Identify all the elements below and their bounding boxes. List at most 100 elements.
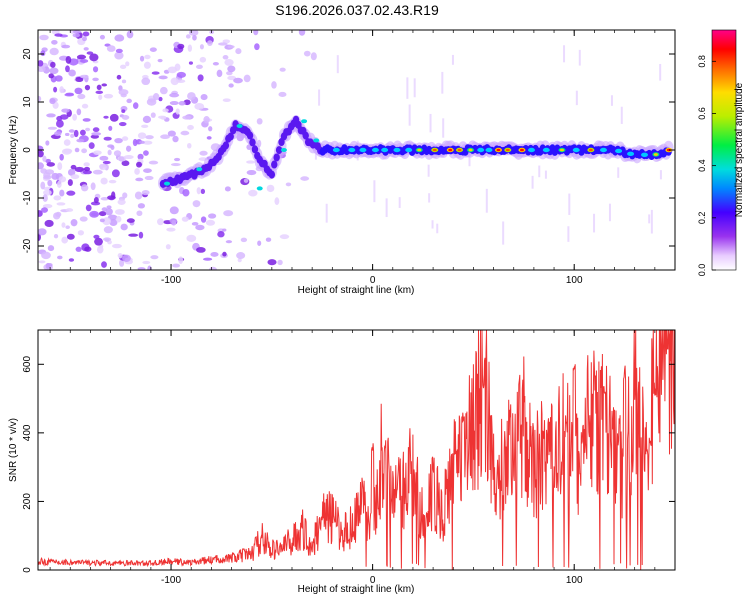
spectrogram-noise-blob <box>121 79 127 84</box>
spectrogram-x-tick-label: -100 <box>161 275 181 286</box>
spectrogram-noise-blob <box>158 96 163 102</box>
spectrogram-noise-blob <box>70 219 78 227</box>
spectrogram-streak <box>620 106 623 124</box>
spectrogram-noise-blob <box>80 59 89 63</box>
spectrogram-noise-blob <box>79 216 88 222</box>
spectrogram-noise-blob <box>56 119 64 128</box>
spectrogram-streak <box>336 55 339 74</box>
spectrogram-ridge-hotspot <box>236 124 243 128</box>
spectrogram-x-ticks: -100 0 100 <box>49 30 676 286</box>
spectrogram-noise-blob <box>99 218 105 223</box>
spectrogram-noise-blob <box>45 158 51 164</box>
spectrogram-ridge-hotspot-peak <box>457 148 462 152</box>
spectrogram-noise-blob <box>144 175 154 181</box>
spectrogram-noise-blob <box>40 181 46 190</box>
snr-y-label: SNR (10 * v/v) <box>8 418 19 482</box>
spectrogram-noise-blob <box>91 132 102 136</box>
spectrogram-noise-blob <box>59 153 64 161</box>
spectrogram-noise-blob <box>109 113 119 122</box>
spectrogram-ridge-core <box>249 138 256 147</box>
spectrogram-noise-blob <box>59 86 64 94</box>
spectrogram-noise-blob <box>76 54 87 60</box>
spectrogram-noise-blob <box>114 51 124 60</box>
spectrogram-streak <box>544 170 547 179</box>
spectrogram-noise-blob <box>68 69 76 77</box>
spectrogram-noise-blob <box>180 130 190 136</box>
spectrogram-noise-blob <box>162 108 169 113</box>
spectrogram-noise-blob <box>63 139 71 146</box>
spectrogram-noise-blob <box>192 34 197 41</box>
spectrogram-noise-blob <box>119 64 127 69</box>
spectrogram-noise-blob <box>123 155 134 160</box>
spectrogram-noise-blob <box>45 140 50 146</box>
spectrogram-y-tick-label: -20 <box>22 238 33 253</box>
spectrogram-ridge-hotspot <box>381 147 389 153</box>
spectrogram-noise-blob <box>274 197 280 206</box>
spectrogram-ridge-hotspot <box>393 147 401 153</box>
snr-plot-area <box>38 330 675 570</box>
spectrogram-noise-blob <box>56 202 66 206</box>
spectrogram-noise-blob <box>243 74 251 83</box>
spectrogram-noise-blob <box>84 246 92 252</box>
spectrogram-noise-blob <box>61 108 70 113</box>
spectrogram-noise-blob <box>136 210 143 217</box>
spectrogram-noise-blob <box>125 61 130 67</box>
spectrogram-noise-blob <box>227 75 237 81</box>
spectrogram-noise-blob <box>98 94 103 100</box>
spectrogram-x-label: Height of straight line (km) <box>298 285 415 296</box>
spectrogram-ridge-hotspot <box>196 167 203 172</box>
spectrogram-streak <box>431 220 434 229</box>
spectrogram-noise-blob <box>92 169 103 175</box>
spectrogram-noise-blob <box>82 170 92 175</box>
spectrogram-noise-blob <box>222 98 231 102</box>
spectrogram-noise-blob <box>169 92 180 98</box>
spectrogram-streak <box>436 223 439 234</box>
spectrogram-noise-blob <box>93 196 99 204</box>
spectrogram-ridge-hotspot <box>527 147 535 153</box>
spectrogram-ridge-hotspot <box>405 147 413 153</box>
spectrogram-noise-blob <box>108 125 113 131</box>
spectrogram-noise-blob <box>83 166 91 172</box>
spectrogram-noise-blob <box>216 69 223 78</box>
spectrogram-noise-blob <box>42 194 48 202</box>
spectrogram-y-label: Frequency (Hz) <box>8 116 19 185</box>
spectrogram-noise-blob <box>68 258 75 262</box>
spectrogram-noise-blob <box>170 77 179 86</box>
spectrogram-noise-blob <box>152 93 160 101</box>
spectrogram-noise-blob <box>85 127 91 132</box>
spectrogram-ridge-hotspot <box>485 147 493 153</box>
spectrogram-noise-blob <box>141 124 149 128</box>
spectrogram-ridge-hotspot <box>627 151 635 157</box>
spectrogram-noise-blob <box>187 142 192 149</box>
spectrogram-noise-blob <box>49 67 59 75</box>
spectrogram-noise-blob <box>77 93 86 100</box>
spectrogram-noise-blob <box>256 118 263 125</box>
spectrogram-noise-blob <box>72 113 77 121</box>
spectrogram-noise-blob <box>178 256 184 264</box>
spectrogram-streak <box>325 203 328 223</box>
spectrogram-noise-blob <box>67 179 73 186</box>
spectrogram-noise-blob <box>41 207 49 213</box>
spectrogram-noise-blob <box>49 47 59 56</box>
spectrogram-noise-blob <box>138 231 144 239</box>
spectrogram-noise-blob <box>111 243 122 249</box>
spectrogram-streak <box>563 45 566 63</box>
spectrogram-noise-blob <box>122 192 128 199</box>
spectrogram-noise-blob <box>206 136 212 140</box>
spectrogram-noise-blob <box>44 219 54 228</box>
spectrogram-noise-blob <box>137 267 146 270</box>
spectrogram-ridge-hotspot <box>256 186 263 191</box>
spectrogram-noise-blob <box>108 179 117 184</box>
spectrogram-noise-blob <box>157 218 164 226</box>
spectrogram-noise-blob <box>298 30 306 36</box>
spectrogram-noise-blob <box>38 233 41 241</box>
spectrogram-ridge-core <box>268 170 276 179</box>
spectrogram-noise-blob <box>57 162 63 171</box>
spectrogram-noise-blob <box>224 58 234 66</box>
spectrogram-noise-blob <box>107 195 116 200</box>
spectrogram-ridge-layer <box>157 115 674 191</box>
spectrogram-noise-blob <box>300 176 310 181</box>
spectrogram-y-tick-label: 10 <box>22 96 33 108</box>
